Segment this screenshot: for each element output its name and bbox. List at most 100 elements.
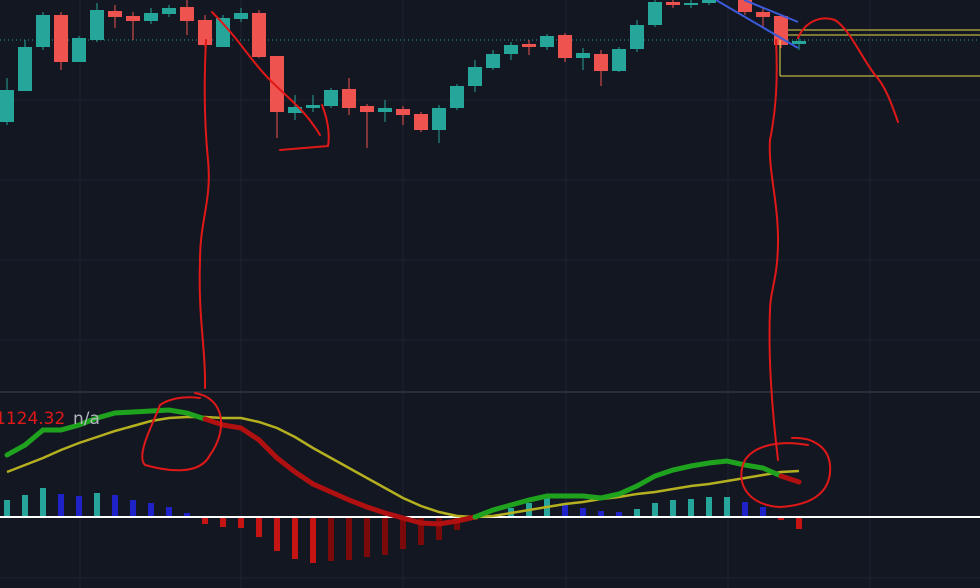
indicator-value: n/a bbox=[73, 409, 100, 429]
candle-body bbox=[486, 54, 500, 68]
candle-body bbox=[162, 8, 176, 14]
candle-body bbox=[270, 56, 284, 112]
histogram-bar bbox=[22, 495, 28, 517]
candle-body bbox=[126, 16, 140, 21]
trend-line bbox=[715, 0, 799, 49]
annotation bbox=[279, 104, 330, 151]
candle-body bbox=[108, 11, 122, 17]
candle-body bbox=[414, 114, 428, 130]
candle-body bbox=[756, 12, 770, 17]
candle-body bbox=[288, 107, 302, 113]
indicator-value: 1124.32 bbox=[0, 409, 65, 429]
candle-body bbox=[576, 53, 590, 58]
candle-body bbox=[630, 25, 644, 49]
histogram-bar bbox=[778, 517, 784, 520]
histogram-bar bbox=[40, 488, 46, 517]
histogram-bar bbox=[616, 512, 622, 517]
candle-body bbox=[648, 2, 662, 25]
annotation bbox=[740, 436, 832, 508]
candle-body bbox=[72, 38, 86, 62]
histogram-bar bbox=[670, 500, 676, 517]
histogram-bar bbox=[256, 517, 262, 537]
histogram-bar bbox=[598, 511, 604, 517]
histogram-bar bbox=[148, 503, 154, 517]
histogram-bar bbox=[94, 493, 100, 517]
macd-line bbox=[778, 473, 802, 485]
histogram-bar bbox=[76, 496, 82, 517]
candle-body bbox=[594, 54, 608, 71]
candle-body bbox=[252, 13, 266, 57]
histogram-bar bbox=[580, 508, 586, 517]
histogram-bar bbox=[220, 517, 226, 527]
histogram-bar bbox=[58, 494, 64, 517]
annotation bbox=[198, 39, 210, 389]
candle-body bbox=[432, 108, 446, 130]
histogram-bar bbox=[310, 517, 316, 563]
candle-body bbox=[144, 13, 158, 21]
candle-body bbox=[666, 2, 680, 5]
candle-body bbox=[774, 16, 788, 45]
histogram-bar bbox=[4, 500, 10, 517]
candle-body bbox=[504, 45, 518, 54]
histogram-bar bbox=[166, 507, 172, 517]
candle-body bbox=[540, 36, 554, 47]
candle-body bbox=[324, 90, 338, 106]
histogram-bar bbox=[184, 513, 190, 517]
candle-body bbox=[306, 105, 320, 108]
candle-body bbox=[216, 18, 230, 47]
histogram-bar bbox=[130, 500, 136, 517]
histogram-bar bbox=[328, 517, 334, 561]
drawings bbox=[141, 0, 980, 508]
candle-body bbox=[558, 35, 572, 58]
macd-line bbox=[472, 458, 784, 520]
candle-body bbox=[18, 47, 32, 91]
candle-body bbox=[54, 15, 68, 62]
histogram-bar bbox=[634, 509, 640, 517]
trend-line bbox=[743, 0, 799, 23]
signal-line bbox=[6, 415, 800, 519]
histogram-bar bbox=[346, 517, 352, 560]
histogram-bar bbox=[274, 517, 280, 551]
candle-body bbox=[522, 44, 536, 47]
histogram-bar bbox=[742, 502, 748, 517]
candle-body bbox=[0, 90, 14, 122]
histogram-bar bbox=[364, 517, 370, 557]
candle-body bbox=[612, 49, 626, 71]
candle-body bbox=[342, 89, 356, 108]
histogram-bar bbox=[436, 517, 442, 540]
price-pane bbox=[0, 0, 980, 148]
histogram-bar bbox=[292, 517, 298, 559]
candle-body bbox=[684, 3, 698, 5]
histogram-bar bbox=[112, 495, 118, 517]
histogram-bar bbox=[724, 497, 730, 517]
candle-body bbox=[36, 15, 50, 47]
candle-body bbox=[180, 7, 194, 21]
indicator-pane bbox=[0, 407, 980, 563]
annotation bbox=[211, 11, 321, 136]
candle-body bbox=[234, 13, 248, 19]
histogram-bar bbox=[418, 517, 424, 545]
candle-body bbox=[198, 20, 212, 45]
candle-body bbox=[90, 10, 104, 40]
annotation bbox=[768, 39, 779, 461]
candle-body bbox=[792, 41, 806, 44]
candle-body bbox=[396, 109, 410, 115]
histogram-bar bbox=[688, 499, 694, 517]
candle-body bbox=[450, 86, 464, 108]
candle-body bbox=[468, 67, 482, 86]
histogram-bar bbox=[796, 517, 802, 529]
candle-body bbox=[702, 0, 716, 3]
annotation bbox=[141, 392, 223, 472]
histogram-bar bbox=[400, 517, 406, 549]
histogram-bar bbox=[238, 517, 244, 528]
candle-body bbox=[360, 106, 374, 112]
macd-line bbox=[4, 407, 208, 458]
histogram-bar bbox=[652, 503, 658, 517]
candle-body bbox=[738, 0, 752, 12]
histogram-bar bbox=[760, 507, 766, 517]
histogram-bar bbox=[706, 497, 712, 517]
macd-line bbox=[202, 416, 478, 527]
